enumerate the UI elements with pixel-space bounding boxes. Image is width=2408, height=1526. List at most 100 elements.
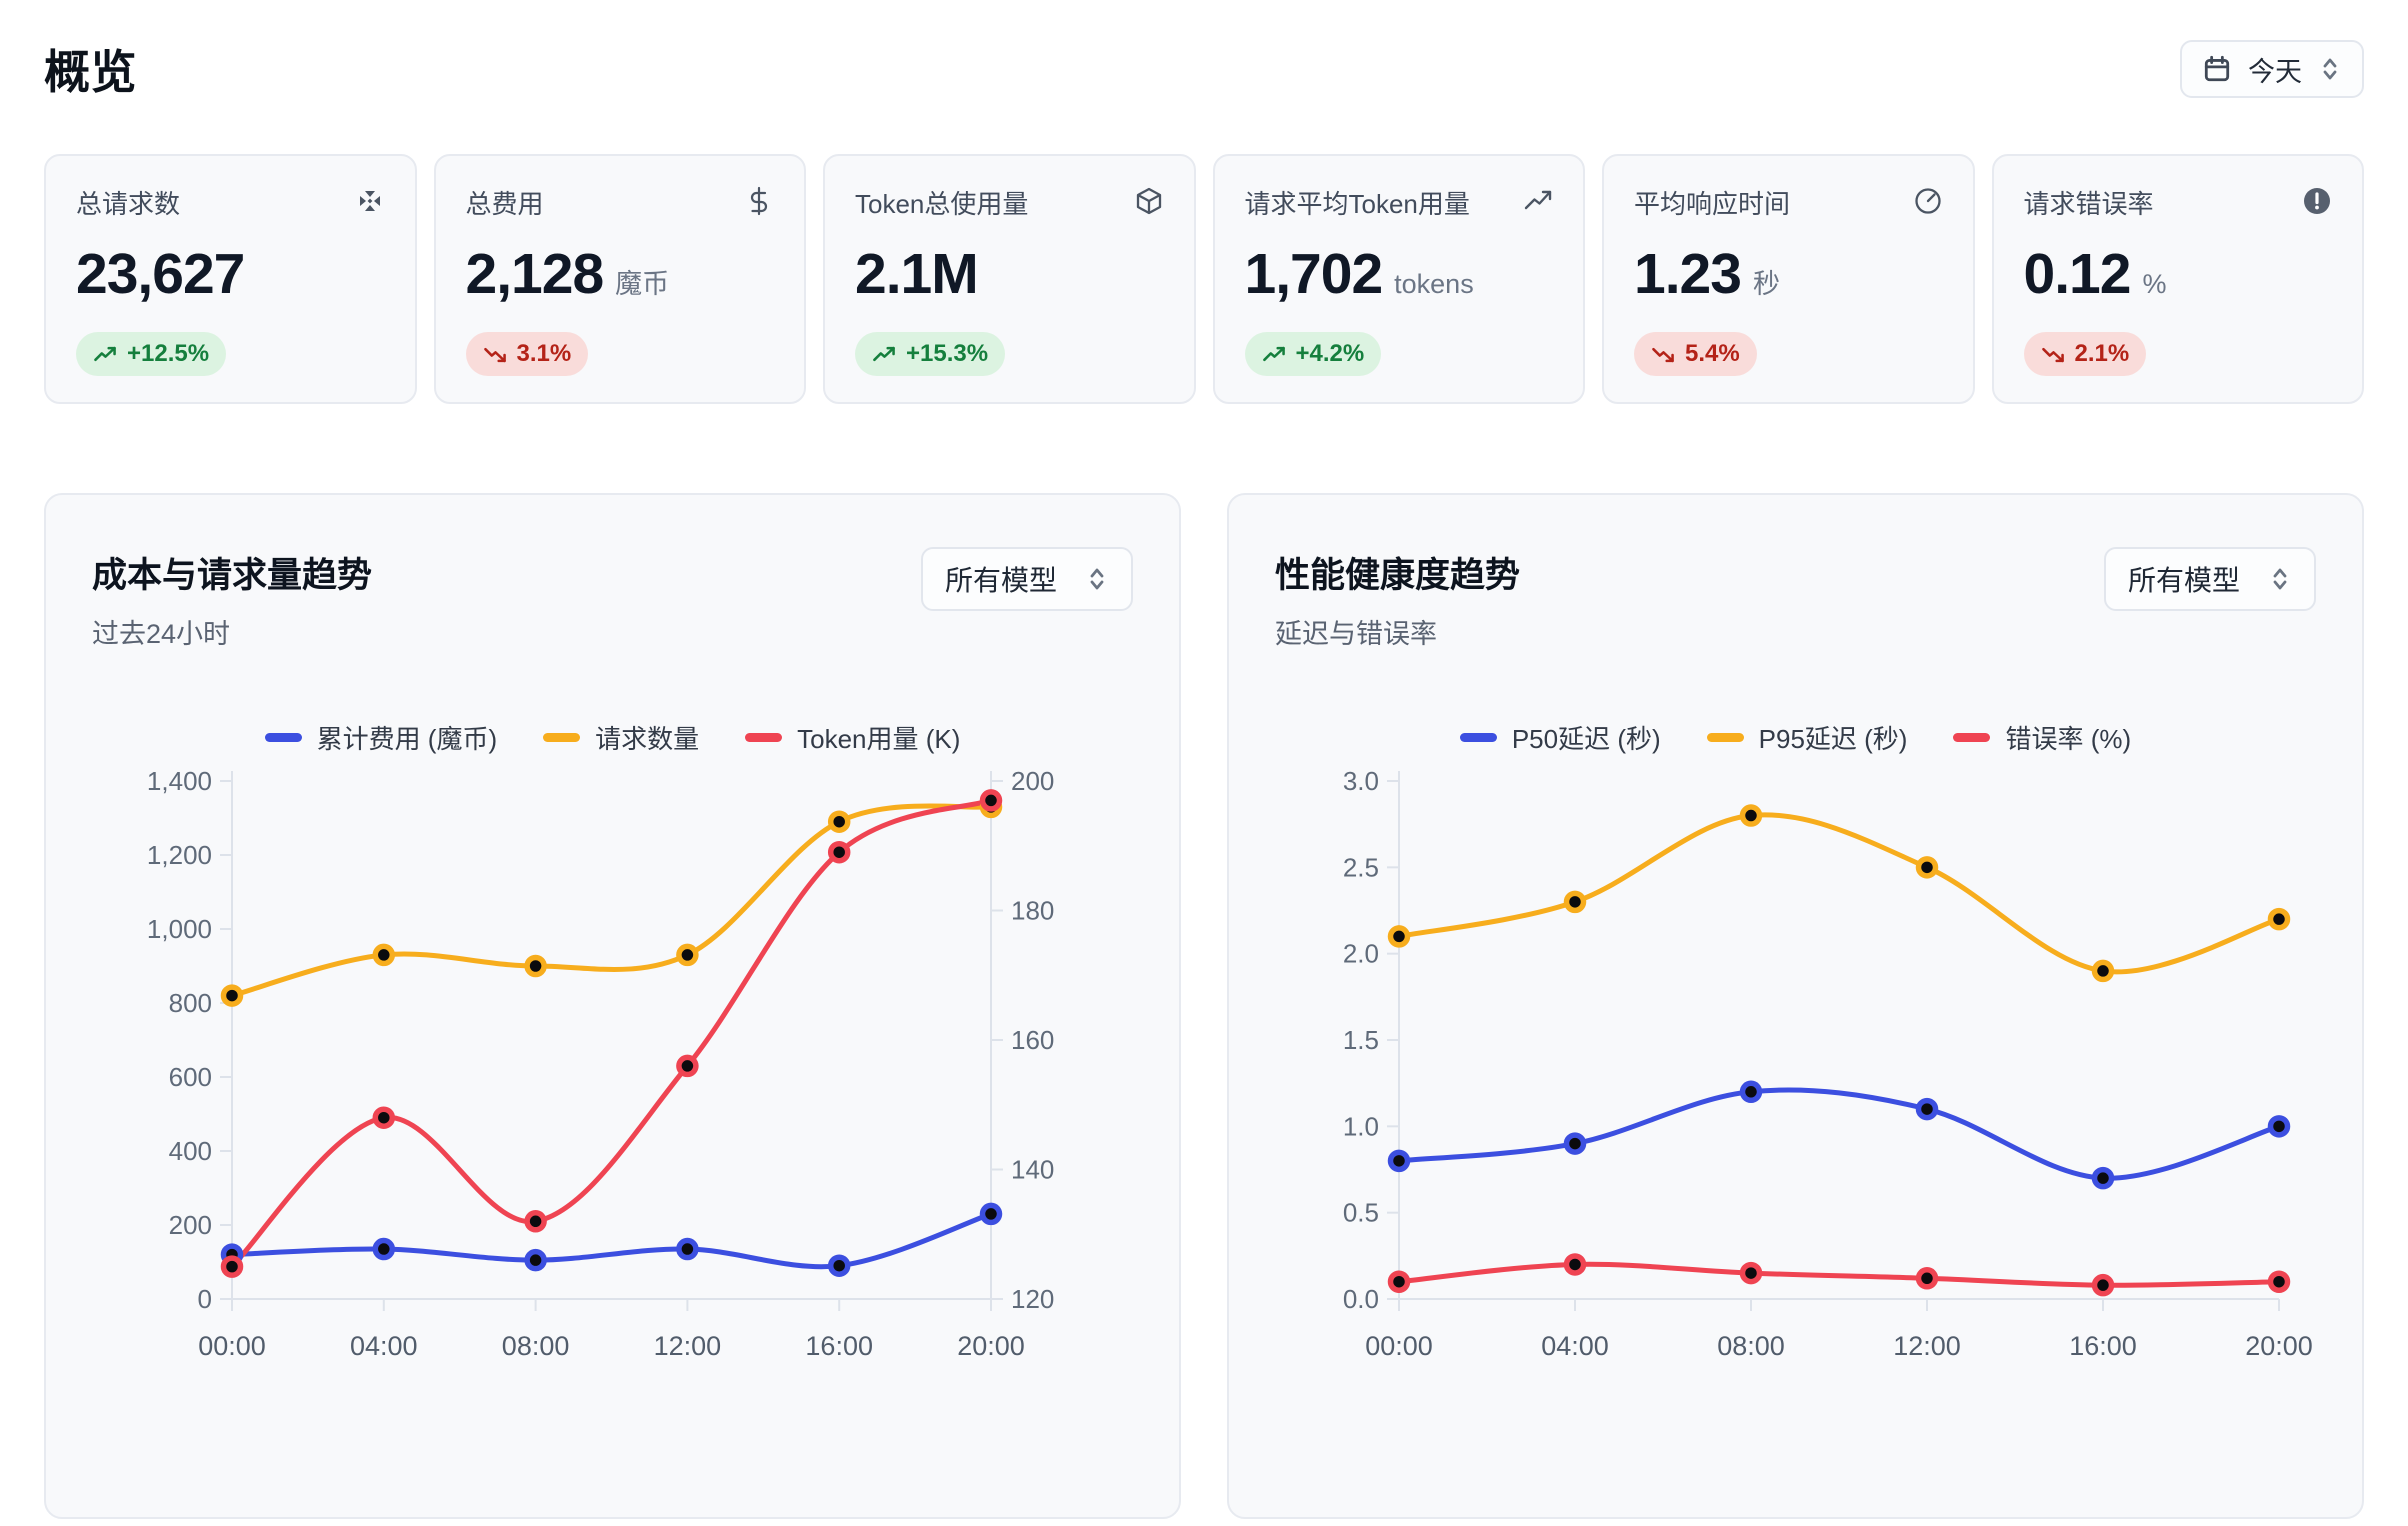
svg-text:2.5: 2.5 [1343,852,1379,882]
status-badge: +4.2% [1244,332,1382,376]
svg-text:1.0: 1.0 [1343,1111,1379,1141]
stat-card-avg-tokens: 请求平均Token用量 1,702 tokens +4.2% [1212,154,1585,404]
svg-text:04:00: 04:00 [1541,1331,1609,1361]
model-filter-select[interactable]: 所有模型 [920,547,1133,611]
legend-swatch [1953,733,1991,742]
stat-label: 总请求数 [76,189,181,219]
stat-card-avg-latency: 平均响应时间 1.23 秒 5.4% [1602,154,1975,404]
svg-text:00:00: 00:00 [1365,1331,1433,1361]
stat-value: 1,702 [1244,242,1384,306]
svg-text:0: 0 [198,1284,212,1314]
svg-text:800: 800 [169,988,212,1018]
svg-text:180: 180 [1011,896,1054,926]
svg-text:600: 600 [169,1062,212,1092]
svg-text:160: 160 [1011,1025,1054,1055]
cost-requests-trend-card: 成本与请求量趋势 过去24小时 所有模型 累计费用 (魔币) 请求数量 Token用… [44,493,1181,1519]
stat-value: 2,128 [465,242,605,306]
stat-value: 2.1M [855,242,979,306]
dollar-icon [744,186,774,223]
svg-text:16:00: 16:00 [2069,1331,2137,1361]
line-chart: 0 200 400 600 800 1,000 1,200 1,400 120 140 160 180… [147,766,1054,1361]
legend-swatch [745,733,783,742]
cube-icon [1134,186,1164,223]
stat-change: 5.4% [1685,340,1740,367]
legend-item: 请求数量 [543,719,699,756]
stat-unit: 秒 [1752,269,1780,299]
svg-text:3.0: 3.0 [1343,766,1379,796]
svg-text:12:00: 12:00 [654,1331,722,1361]
alert-circle-icon [2302,186,2332,223]
status-badge: 5.4% [1634,332,1757,376]
model-filter-value: 所有模型 [2127,565,2240,596]
move-icon [355,186,385,223]
chart-legend: P50延迟 (秒) P95延迟 (秒) 错误率 (%) [1229,719,2362,756]
model-filter-select[interactable]: 所有模型 [2103,547,2316,611]
status-badge: +12.5% [76,332,227,376]
calendar-icon [2202,54,2232,84]
svg-text:0.5: 0.5 [1343,1198,1379,1228]
legend-item: P95延迟 (秒) [1706,719,1907,756]
date-range-label: 今天 [2248,56,2302,87]
svg-text:1.5: 1.5 [1343,1025,1379,1055]
svg-text:08:00: 08:00 [1717,1331,1785,1361]
svg-text:00:00: 00:00 [198,1331,266,1361]
date-range-button[interactable]: 今天 [2180,40,2364,98]
svg-text:1,000: 1,000 [147,914,212,944]
svg-text:400: 400 [169,1136,212,1166]
charts-row: 成本与请求量趋势 过去24小时 所有模型 累计费用 (魔币) 请求数量 Token用… [44,493,2364,1519]
svg-text:140: 140 [1011,1155,1054,1185]
chart-title: 成本与请求量趋势 [92,556,373,595]
stat-change: 3.1% [516,340,572,367]
svg-text:12:00: 12:00 [1893,1331,1961,1361]
legend-swatch [1706,733,1744,742]
stat-card-total-requests: 总请求数 23,627 +12.5% [44,154,417,404]
status-badge: 2.1% [2023,332,2147,376]
svg-text:120: 120 [1011,1284,1054,1314]
chart-legend: 累计费用 (魔币) 请求数量 Token用量 (K) [46,719,1179,756]
legend-item: Token用量 (K) [745,719,960,756]
page-title: 概览 [44,46,137,98]
legend-item: 错误率 (%) [1953,719,2131,756]
trend-up-icon [93,346,117,363]
gauge-icon [1913,186,1943,223]
stat-label: 请求平均Token用量 [1244,189,1470,219]
status-badge: 3.1% [465,332,589,376]
stat-unit: % [2142,269,2167,299]
trend-down-icon [2041,346,2065,363]
stat-value: 0.12 [2023,242,2132,306]
stat-card-error-rate: 请求错误率 0.12 % 2.1% [1991,154,2364,404]
select-chevrons-icon [2268,564,2292,594]
svg-text:0.0: 0.0 [1343,1284,1379,1314]
trend-up-icon [1262,346,1286,363]
line-chart: 0.0 0.5 1.0 1.5 2.0 2.5 3.0 00:00 04:00 08:00 12:0… [1343,766,2313,1361]
model-filter-value: 所有模型 [944,565,1057,596]
stat-change: 2.1% [2074,340,2130,367]
svg-text:2.0: 2.0 [1343,939,1379,969]
trend-down-icon [1651,346,1675,363]
svg-text:1,400: 1,400 [147,766,212,796]
stat-card-token-usage: Token总使用量 2.1M +15.3% [823,154,1196,404]
stat-change: +4.2% [1295,340,1365,367]
stat-label: 请求错误率 [2023,189,2154,219]
stats-row: 总请求数 23,627 +12.5% 总费用 [44,154,2364,404]
stat-label: 平均响应时间 [1634,189,1791,219]
stat-value: 1.23 [1634,242,1742,306]
performance-health-trend-card: 性能健康度趋势 延迟与错误率 所有模型 P50延迟 (秒) P95延迟 (秒) 错误… [1227,493,2364,1519]
legend-item: P50延迟 (秒) [1459,719,1661,756]
svg-text:20:00: 20:00 [957,1331,1025,1361]
stat-unit: tokens [1394,269,1474,299]
svg-text:16:00: 16:00 [805,1331,873,1361]
legend-item: 累计费用 (魔币) [264,719,497,756]
stat-value: 23,627 [76,242,245,306]
legend-swatch [543,733,581,742]
chart-subtitle: 延迟与错误率 [1275,619,1437,649]
chart-subtitle: 过去24小时 [92,619,231,649]
svg-text:20:00: 20:00 [2245,1331,2313,1361]
stat-label: Token总使用量 [855,189,1029,219]
stat-change: +15.3% [906,340,989,367]
stat-change: +12.5% [127,340,210,367]
legend-swatch [1459,733,1497,742]
stat-card-total-cost: 总费用 2,128 魔币 3.1% [433,154,806,404]
stat-label: 总费用 [465,189,544,219]
svg-text:200: 200 [169,1210,212,1240]
